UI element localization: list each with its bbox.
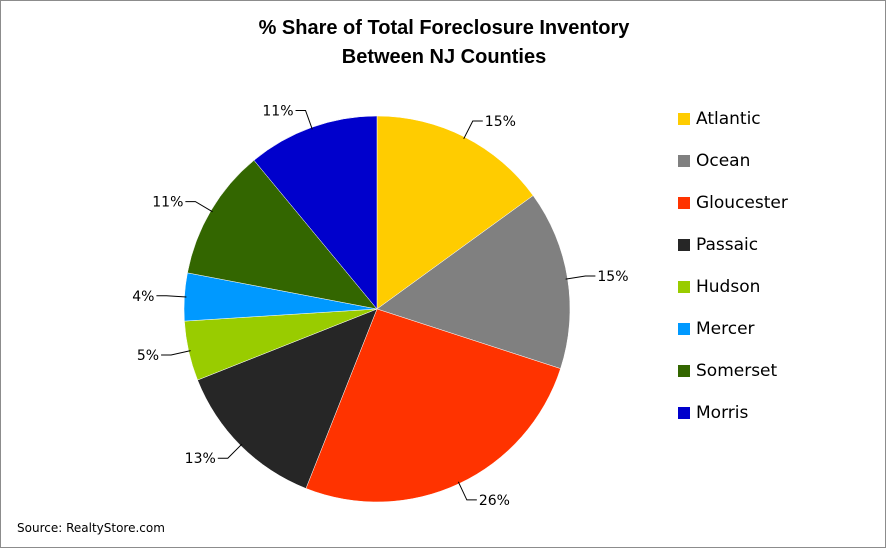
legend-label-somerset: Somerset	[696, 361, 778, 381]
leader-line-ocean	[565, 275, 596, 280]
legend-swatch-atlantic	[678, 113, 690, 125]
legend-label-atlantic: Atlantic	[696, 109, 761, 129]
legend-label-gloucester: Gloucester	[696, 193, 788, 213]
legend-swatch-somerset	[678, 365, 690, 377]
legend-label-passaic: Passaic	[696, 235, 758, 255]
legend-swatch-ocean	[678, 155, 690, 167]
leader-line-mercer	[156, 295, 187, 298]
legend-swatch-gloucester	[678, 197, 690, 209]
legend-label-morris: Morris	[696, 403, 748, 423]
leader-lines	[156, 109, 596, 501]
legend-swatch-morris	[678, 407, 690, 419]
leader-line-somerset	[185, 201, 213, 213]
data-label-somerset: 11%	[152, 195, 183, 211]
legend: Atlantic Ocean Gloucester Passaic Hudson Merc…	[678, 109, 788, 423]
data-label-ocean: 15%	[597, 269, 628, 285]
data-label-passaic: 13%	[185, 451, 216, 467]
leader-line-passaic	[217, 443, 243, 459]
data-label-mercer: 4%	[132, 289, 154, 305]
leader-line-hudson	[161, 350, 191, 356]
source-note: Source: RealtyStore.com	[17, 521, 165, 535]
data-labels: 15% 15% 26% 13% 5% 4% 11% 11%	[132, 103, 628, 508]
legend-swatch-passaic	[678, 239, 690, 251]
pie-slices	[183, 115, 571, 503]
chart-title-line-1: % Share of Total Foreclosure Inventory	[259, 17, 631, 39]
data-label-hudson: 5%	[137, 348, 159, 364]
leader-line-morris	[295, 109, 313, 130]
data-label-atlantic: 15%	[485, 114, 516, 130]
data-label-gloucester: 26%	[479, 493, 510, 509]
legend-label-hudson: Hudson	[696, 277, 760, 297]
leader-line-gloucester	[457, 481, 477, 501]
data-label-morris: 11%	[262, 103, 293, 119]
legend-label-mercer: Mercer	[696, 319, 755, 339]
legend-label-ocean: Ocean	[696, 151, 750, 171]
legend-swatch-hudson	[678, 281, 690, 293]
legend-swatch-mercer	[678, 323, 690, 335]
leader-line-atlantic	[463, 120, 483, 140]
chart-title-line-2: Between NJ Counties	[342, 46, 546, 68]
